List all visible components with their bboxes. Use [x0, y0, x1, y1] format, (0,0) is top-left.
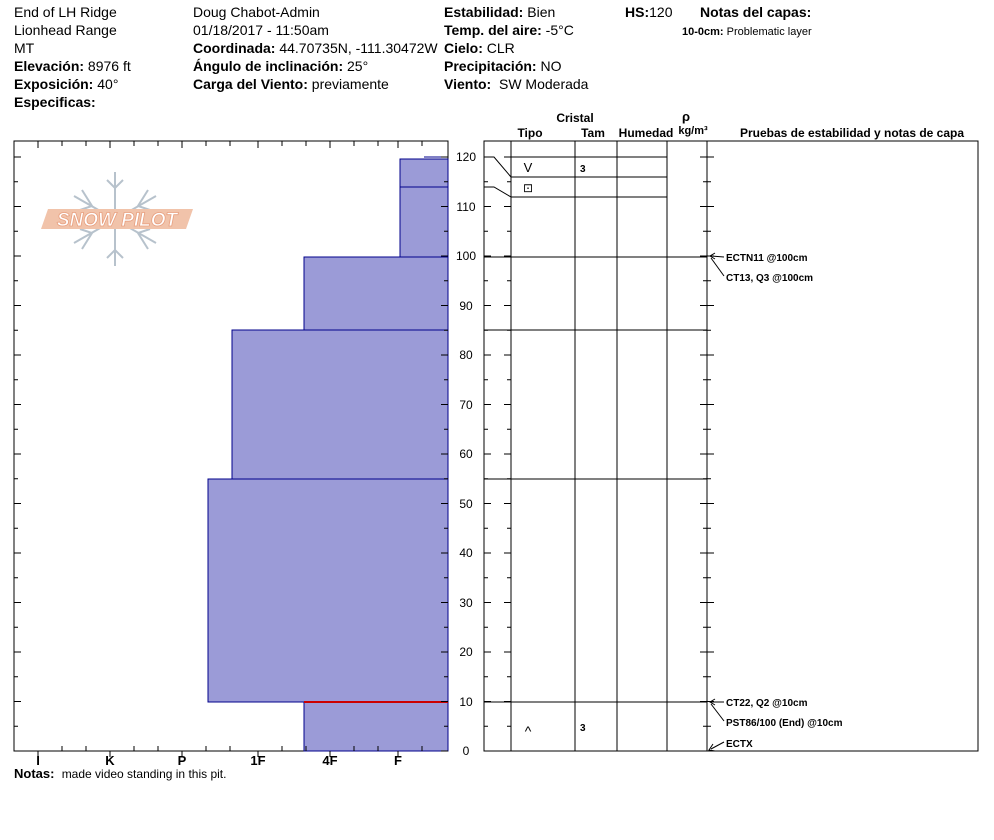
- test-note: PST86/100 (End) @10cm: [726, 718, 843, 729]
- moisture-header: Humedad: [619, 126, 674, 140]
- column-headers: Cristal Tipo Tam Humedad ρ kg/m³ Pruebas…: [517, 109, 964, 140]
- layer-table: [483, 140, 979, 752]
- stability: Estabilidad: Bien: [444, 4, 556, 20]
- crystal-size: 3: [580, 723, 586, 734]
- depth-label: 60: [459, 447, 473, 461]
- size-header: Tam: [581, 126, 605, 140]
- hardness-label: I: [36, 753, 40, 768]
- density-symbol: ρ: [682, 109, 690, 124]
- wind: Viento: SW Moderada: [444, 76, 589, 92]
- depth-label: 90: [459, 299, 473, 313]
- hardness-ticks: [37, 141, 423, 757]
- hardness-layers: [207, 156, 449, 752]
- test-notes: ECTN11 @100cm CT13, Q3 @100cm CT22, Q2 @…: [726, 253, 843, 750]
- tests-header: Pruebas de estabilidad y notas de capa: [740, 126, 964, 140]
- layer-bar: [231, 329, 449, 480]
- crystal-symbol: ⊡: [523, 181, 533, 195]
- crystal-cells: V 3 ⊡ ^ 3: [523, 160, 586, 739]
- slope-angle: Ángulo de inclinación: 25°: [193, 58, 369, 74]
- depth-label: 80: [459, 348, 473, 362]
- depth-axis-labels: 120 110 100 90 80 70 60 50 40 30 20 10 0: [456, 150, 476, 758]
- aspect: Exposición: 40°: [14, 76, 119, 92]
- test-note: ECTX: [726, 739, 753, 750]
- depth-label: 110: [456, 200, 475, 214]
- type-header: Tipo: [517, 126, 542, 140]
- test-note: CT13, Q3 @100cm: [726, 273, 813, 284]
- depth-label: 100: [456, 249, 476, 263]
- coordinates: Coordinada: 44.70735N, -111.30472W: [193, 40, 438, 56]
- test-arrows: [708, 252, 725, 752]
- hardness-label: K: [105, 753, 115, 768]
- depth-label: 40: [459, 546, 473, 560]
- hardness-label: 4F: [322, 753, 337, 768]
- wind-loading: Carga del Viento: previamente: [193, 76, 389, 92]
- depth-label: 0: [463, 744, 470, 758]
- snowpilot-logo: SNOW PILOT: [41, 172, 193, 266]
- site-name: End of LH Ridge: [14, 4, 117, 20]
- density-unit: kg/m³: [678, 125, 708, 137]
- crystal-symbol: V: [524, 160, 533, 175]
- depth-label: 50: [459, 497, 473, 511]
- range-name: Lionhead Range: [14, 22, 117, 38]
- hardness-label: 1F: [250, 753, 265, 768]
- depth-label: 120: [456, 150, 476, 164]
- layer-bar: [303, 701, 449, 752]
- observer: Doug Chabot-Admin: [193, 4, 320, 20]
- depth-label: 10: [459, 695, 473, 709]
- test-note: CT22, Q2 @10cm: [726, 698, 808, 709]
- crystal-header: Cristal: [556, 111, 593, 125]
- depth-label: 30: [459, 596, 473, 610]
- notes: Notas: made video standing in this pit.: [14, 766, 227, 781]
- depth-ticks: [14, 156, 714, 752]
- specifics: Especificas:: [14, 94, 96, 110]
- test-note: ECTN11 @100cm: [726, 253, 808, 264]
- precipitation: Precipitación: NO: [444, 58, 562, 74]
- crystal-size: 3: [580, 164, 586, 175]
- elevation: Elevación: 8976 ft: [14, 58, 131, 74]
- depth-label: 20: [459, 645, 473, 659]
- layer-bar: [303, 256, 449, 331]
- sky: Cielo: CLR: [444, 40, 515, 56]
- hardness-label: P: [178, 753, 187, 768]
- logo-banner: [41, 209, 193, 229]
- air-temp: Temp. del aire: -5°C: [444, 22, 574, 38]
- state-name: MT: [14, 40, 35, 56]
- hardness-label: F: [394, 753, 402, 768]
- depth-label: 70: [459, 398, 473, 412]
- layer-bar: [207, 478, 449, 703]
- crystal-symbol: ^: [525, 723, 532, 739]
- layer-bar: [399, 158, 449, 188]
- hardness-axis-labels: I K P 1F 4F F: [36, 753, 402, 768]
- layer-bar: [399, 186, 449, 258]
- snow-height: HS:120: [625, 4, 673, 20]
- datetime: 01/18/2017 - 11:50am: [193, 22, 329, 38]
- logo-text: SNOW PILOT: [57, 210, 179, 231]
- layer-note: 10-0cm: Problematic layer: [682, 26, 812, 38]
- layer-notes-title: Notas del capas:: [700, 4, 812, 20]
